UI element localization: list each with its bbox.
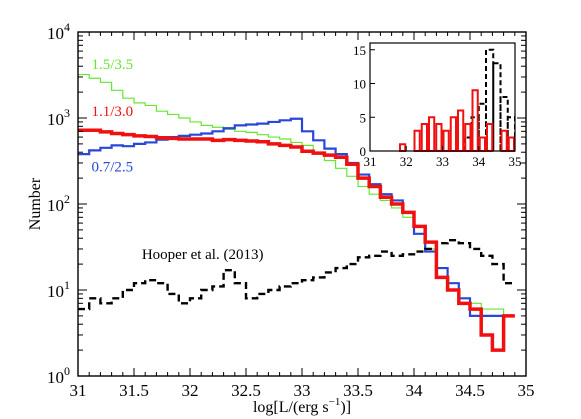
inset-y-tick-label: 5	[360, 110, 367, 125]
x-tick-label: 33	[294, 381, 311, 400]
inset-x-tick-label: 32	[400, 154, 413, 169]
y-tick-label: 102	[47, 192, 70, 215]
inset-plot: 31 32 33 34 35 0 5 10 15	[353, 42, 522, 169]
y-axis-label: Number	[27, 177, 44, 230]
inset-series-black	[463, 48, 515, 151]
series-0-7-2-5	[78, 117, 515, 317]
annotation-1-1-3-0: 1.1/3.0	[91, 104, 133, 120]
series-1-1-3-0	[78, 128, 515, 352]
x-tick-label: 34	[406, 381, 424, 400]
x-tick-label: 33.5	[343, 381, 373, 400]
x-tick-label: 35	[518, 381, 535, 400]
x-tick-label: 34.5	[455, 381, 485, 400]
annotation-hooper-et-al-2013: Hooper et al. (2013)	[142, 247, 264, 263]
series-hooper-et-al-2013	[78, 238, 515, 311]
y-tick-label: 101	[47, 278, 70, 301]
x-axis-label: log[L/(erg s−1)]	[253, 396, 351, 416]
annotation-0-7-2-5: 0.7/2.5	[91, 159, 133, 175]
annotation-1-5-3-5: 1.5/3.5	[91, 57, 133, 73]
y-tick-label: 103	[47, 106, 70, 129]
x-tick-label: 32.5	[231, 381, 261, 400]
x-tick-label: 32	[182, 381, 199, 400]
inset-x-tick-label: 33	[436, 154, 449, 169]
inset-x-tick-label: 31	[364, 154, 377, 169]
inset-x-tick-label: 35	[509, 154, 522, 169]
y-tick-label: 104	[47, 20, 70, 43]
inset-y-tick-label: 0	[360, 144, 367, 159]
inset-y-tick-label: 15	[353, 43, 366, 58]
x-tick-label: 31.5	[119, 381, 149, 400]
inset-y-tick-label: 10	[353, 77, 366, 92]
inset-x-tick-label: 34	[472, 154, 486, 169]
y-tick-label: 100	[47, 364, 70, 387]
x-tick-label: 31	[70, 381, 87, 400]
